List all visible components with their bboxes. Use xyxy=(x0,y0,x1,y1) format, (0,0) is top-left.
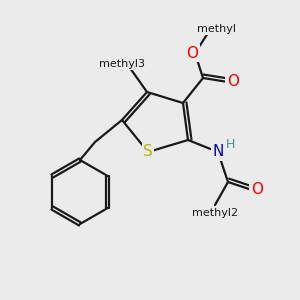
Text: methyl3: methyl3 xyxy=(99,59,145,69)
Text: O: O xyxy=(251,182,263,197)
Text: O: O xyxy=(186,46,198,61)
Text: O: O xyxy=(227,74,239,89)
Text: methyl2: methyl2 xyxy=(192,208,238,218)
Text: H: H xyxy=(225,137,235,151)
Text: N: N xyxy=(212,145,224,160)
Text: S: S xyxy=(143,145,153,160)
Text: methyl: methyl xyxy=(196,24,236,34)
